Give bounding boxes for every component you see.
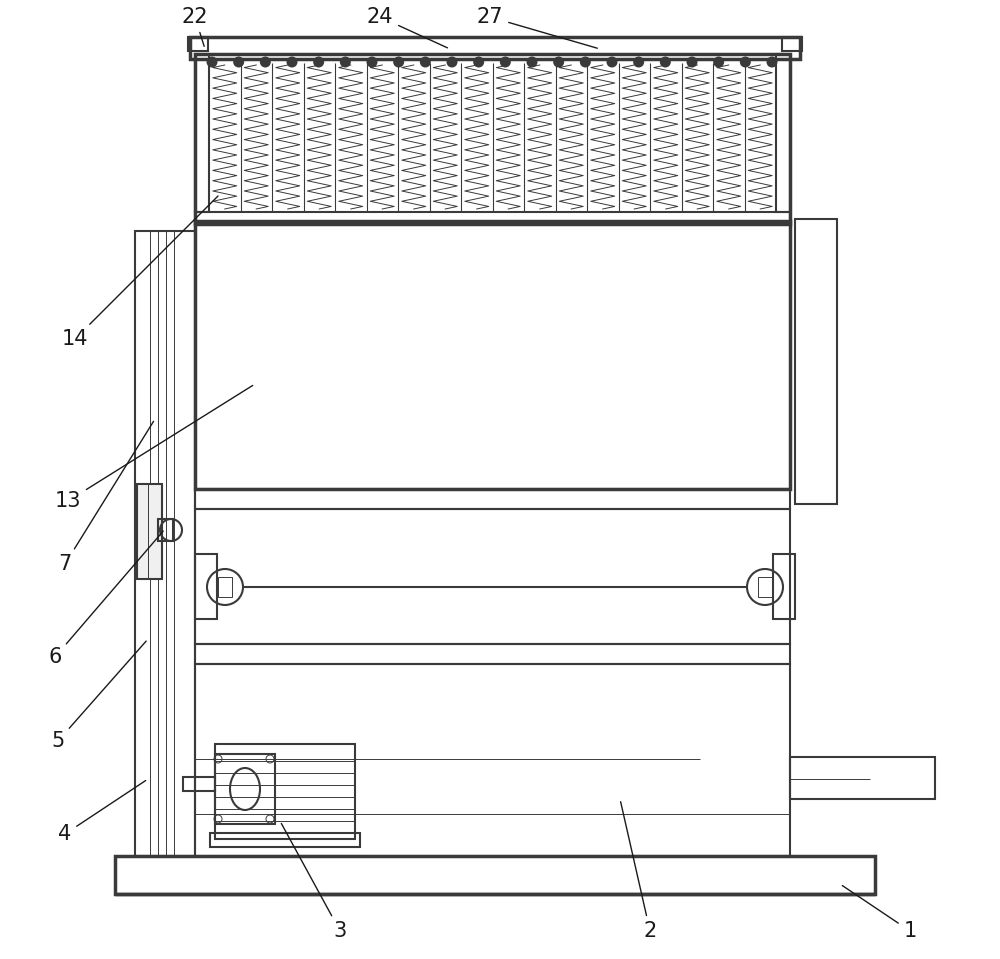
Bar xyxy=(195,221,790,489)
Bar xyxy=(795,219,837,504)
Bar xyxy=(218,577,232,597)
Text: 7: 7 xyxy=(58,421,154,574)
Circle shape xyxy=(740,57,751,67)
Text: 4: 4 xyxy=(58,781,146,844)
Circle shape xyxy=(446,57,458,67)
Circle shape xyxy=(366,57,378,67)
Circle shape xyxy=(713,57,724,67)
Bar xyxy=(137,484,162,579)
Circle shape xyxy=(260,57,271,67)
Text: 6: 6 xyxy=(48,531,163,667)
Circle shape xyxy=(767,57,778,67)
Bar xyxy=(215,754,275,824)
Text: 3: 3 xyxy=(281,824,347,941)
Bar xyxy=(195,644,790,664)
Bar xyxy=(188,37,208,51)
Circle shape xyxy=(340,57,351,67)
Circle shape xyxy=(633,57,644,67)
Circle shape xyxy=(686,57,698,67)
Circle shape xyxy=(500,57,511,67)
Bar xyxy=(782,37,802,51)
Circle shape xyxy=(660,57,671,67)
Bar xyxy=(158,519,173,541)
Circle shape xyxy=(526,57,538,67)
Bar xyxy=(215,744,355,839)
Circle shape xyxy=(606,57,618,67)
Bar xyxy=(195,489,790,509)
Circle shape xyxy=(473,57,484,67)
Text: 14: 14 xyxy=(62,196,218,349)
Bar xyxy=(195,554,217,619)
Bar xyxy=(115,856,875,894)
Bar xyxy=(195,54,790,224)
Text: 24: 24 xyxy=(367,7,447,48)
Circle shape xyxy=(233,57,244,67)
Text: 27: 27 xyxy=(477,7,597,48)
Bar xyxy=(183,777,215,791)
Bar xyxy=(135,231,195,856)
Circle shape xyxy=(580,57,591,67)
Circle shape xyxy=(313,57,324,67)
Bar xyxy=(195,54,209,212)
Bar xyxy=(758,577,772,597)
Text: 22: 22 xyxy=(182,7,208,46)
Bar xyxy=(790,757,935,799)
Circle shape xyxy=(420,57,431,67)
Text: 2: 2 xyxy=(621,802,657,941)
Bar xyxy=(776,54,790,212)
Text: 5: 5 xyxy=(51,641,146,751)
Bar xyxy=(190,37,800,59)
Circle shape xyxy=(393,57,404,67)
Bar xyxy=(210,833,360,847)
Circle shape xyxy=(207,57,218,67)
Bar xyxy=(195,509,790,644)
Bar xyxy=(195,664,790,856)
Circle shape xyxy=(553,57,564,67)
Text: 13: 13 xyxy=(55,386,253,511)
Bar xyxy=(195,212,790,224)
Circle shape xyxy=(287,57,298,67)
Text: 1: 1 xyxy=(842,885,917,941)
Bar xyxy=(773,554,795,619)
